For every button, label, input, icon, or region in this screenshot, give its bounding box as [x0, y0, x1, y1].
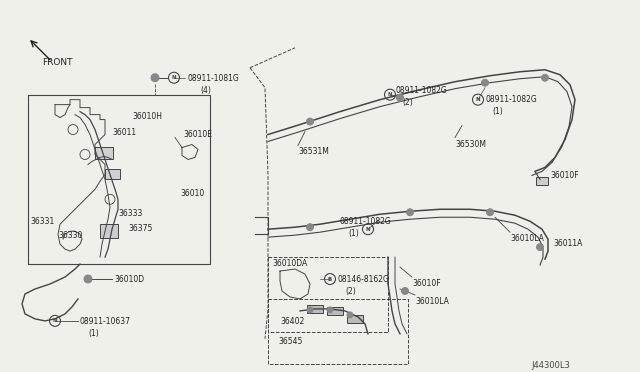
Text: N: N	[365, 227, 371, 232]
Text: (1): (1)	[492, 107, 503, 116]
Text: 36010E: 36010E	[183, 129, 212, 138]
Text: N: N	[476, 97, 480, 102]
Text: N: N	[172, 75, 176, 80]
Bar	[268, 299, 408, 364]
Text: 08911-1082G: 08911-1082G	[340, 217, 392, 226]
Bar	[536, 177, 548, 185]
Bar	[347, 315, 363, 323]
Text: 36011A: 36011A	[553, 239, 582, 248]
Text: 08911-10637: 08911-10637	[80, 317, 131, 326]
Circle shape	[541, 74, 548, 81]
Bar	[327, 307, 343, 315]
Text: 36010D: 36010D	[114, 275, 144, 284]
Text: 36010F: 36010F	[550, 171, 579, 180]
Text: J44300L3: J44300L3	[531, 361, 570, 370]
Bar	[95, 147, 113, 160]
Text: 36331: 36331	[30, 217, 54, 226]
Text: (1): (1)	[348, 229, 359, 238]
Circle shape	[401, 288, 408, 295]
Text: 36330: 36330	[58, 231, 83, 240]
Circle shape	[347, 312, 353, 318]
Text: 36010H: 36010H	[132, 112, 162, 121]
Bar	[105, 169, 120, 179]
Text: 36545: 36545	[278, 337, 302, 346]
Text: 08911-1081G: 08911-1081G	[187, 74, 239, 83]
Circle shape	[84, 275, 92, 283]
Text: 36333: 36333	[118, 209, 142, 218]
Circle shape	[481, 79, 488, 86]
Text: 36011: 36011	[112, 128, 136, 137]
Text: 36010F: 36010F	[412, 279, 440, 288]
Text: (2): (2)	[345, 287, 356, 296]
Circle shape	[307, 118, 314, 125]
Bar	[28, 94, 210, 264]
Circle shape	[397, 94, 403, 101]
Text: 36402: 36402	[280, 317, 304, 326]
Text: 36530M: 36530M	[455, 140, 486, 148]
Text: N: N	[52, 318, 58, 323]
Text: (2): (2)	[402, 98, 413, 107]
Circle shape	[307, 224, 314, 231]
Text: 08146-8162G: 08146-8162G	[338, 275, 390, 284]
Text: 08911-1082G: 08911-1082G	[395, 86, 447, 95]
Circle shape	[307, 307, 313, 313]
Text: B: B	[328, 276, 332, 282]
Text: 36010DA: 36010DA	[272, 259, 307, 268]
Text: 36531M: 36531M	[298, 147, 329, 157]
Bar	[307, 305, 323, 313]
Bar	[268, 257, 388, 332]
Text: N: N	[388, 92, 392, 97]
Text: FRONT: FRONT	[42, 58, 72, 67]
Text: (4): (4)	[200, 86, 211, 95]
Circle shape	[151, 74, 159, 82]
Text: 08911-1082G: 08911-1082G	[485, 94, 537, 104]
Text: 36010LA: 36010LA	[415, 297, 449, 306]
Text: 36375: 36375	[128, 224, 152, 233]
Bar	[100, 224, 118, 238]
Circle shape	[327, 307, 333, 313]
Circle shape	[486, 209, 493, 216]
Text: (1): (1)	[88, 329, 99, 338]
Circle shape	[406, 209, 413, 216]
Circle shape	[536, 244, 543, 251]
Text: 36010LA: 36010LA	[510, 234, 544, 243]
Text: 36010: 36010	[180, 189, 204, 198]
